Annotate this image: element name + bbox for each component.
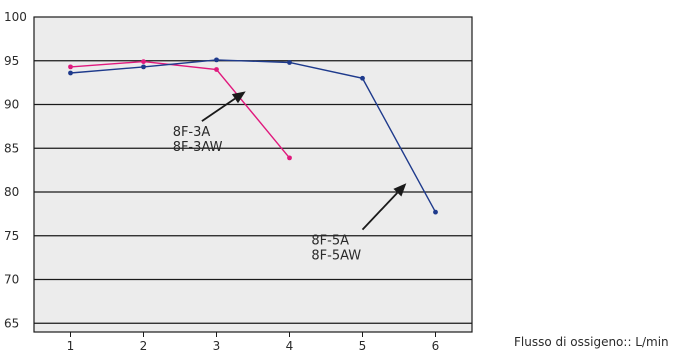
y-tick-label-80: 80 [4,185,19,199]
series-1-point-4 [360,75,365,81]
x-tick-label-6: 6 [432,339,440,351]
series-1-point-0 [68,70,73,76]
annotation-arrow-shaft-0 [201,97,236,122]
y-tick-label-75: 75 [4,229,19,243]
x-axis-title: Flusso di ossigeno:: L/min [514,335,669,349]
series-1-point-5 [433,209,438,215]
y-axis-ticks: 65 70 75 80 85 90 95 100 [4,10,27,330]
y-tick-label-70: 70 [4,273,19,287]
annotation-label-0: 8F-3A 8F-3AW [173,125,223,155]
series-1-point-2 [214,57,219,63]
x-tick-label-5: 5 [359,339,367,351]
series-layer [68,57,438,215]
annotation-arrow-shaft-1 [361,192,399,231]
annotation-0-line-1: 8F-3AW [173,140,223,155]
series-line-0 [70,60,291,159]
annotation-1-line-1: 8F-5AW [311,249,361,264]
x-tick-label-4: 4 [286,339,294,351]
x-tick-label-2: 2 [140,339,148,351]
annotation-arrow-head-0 [231,91,246,104]
x-tick-label-1: 1 [67,339,75,351]
series-line-1 [70,59,437,213]
series-0-point-3 [287,155,292,161]
y-tick-label-65: 65 [4,316,19,330]
series-0-point-1 [141,59,146,65]
annotation-0-line-0: 8F-3A [173,125,211,140]
series-1-point-1 [141,64,146,70]
annotation-1-line-0: 8F-5A [311,234,349,249]
annotation-arrow-head-1 [393,183,407,197]
x-tick-label-3: 3 [213,339,221,351]
y-tick-label-100: 100 [4,10,27,24]
y-tick-label-90: 90 [4,98,19,112]
annotation-layer: 8F-3A 8F-3AW 8F-5A 8F-5AW [173,91,407,264]
series-0-point-0 [68,64,73,70]
series-1-point-3 [287,60,292,65]
y-tick-label-85: 85 [4,141,19,155]
y-tick-label-95: 95 [4,54,19,68]
annotation-label-1: 8F-5A 8F-5AW [311,234,361,264]
series-0-point-2 [214,67,219,72]
grid-lines [34,60,472,324]
x-axis-ticks: 1 2 3 4 5 6 [67,332,440,351]
